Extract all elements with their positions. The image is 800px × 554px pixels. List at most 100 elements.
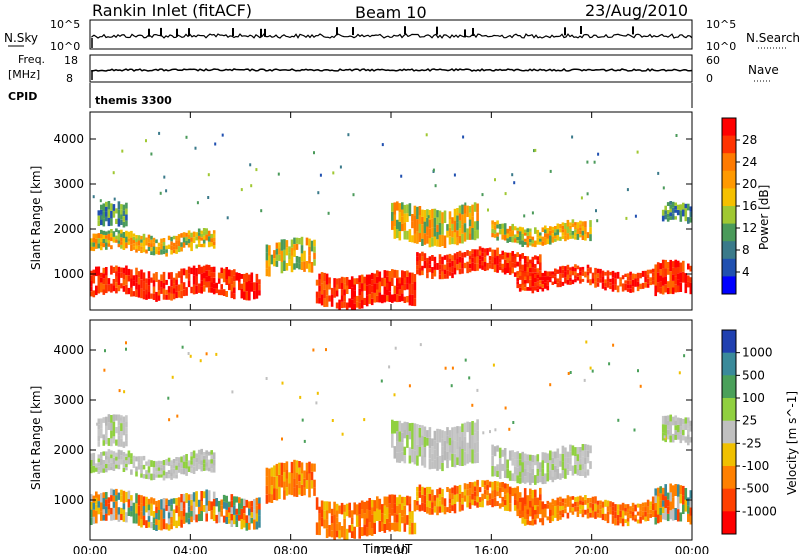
data-cell xyxy=(159,191,162,195)
data-cell xyxy=(518,287,522,292)
data-cell xyxy=(345,528,349,540)
data-cell xyxy=(513,487,517,494)
data-cell xyxy=(549,271,552,277)
data-cell xyxy=(355,295,359,302)
data-cell xyxy=(554,280,557,284)
data-cell xyxy=(157,500,161,510)
data-cell xyxy=(343,283,346,290)
data-cell xyxy=(534,264,537,269)
data-cell xyxy=(604,286,607,291)
data-cell xyxy=(335,302,339,309)
data-cell xyxy=(92,238,96,243)
data-cell xyxy=(165,504,168,511)
data-cell xyxy=(119,417,122,421)
data-cell xyxy=(137,505,141,516)
data-cell xyxy=(511,267,514,274)
data-cell xyxy=(626,284,630,289)
data-cell xyxy=(433,495,437,501)
data-cell xyxy=(581,266,585,270)
data-cell xyxy=(401,202,404,210)
data-cell xyxy=(393,494,397,504)
colorbar-swatch xyxy=(722,241,736,260)
data-cell xyxy=(636,150,639,154)
data-cell xyxy=(197,264,201,275)
data-cell xyxy=(120,214,123,220)
data-cell xyxy=(501,496,504,502)
data-cell xyxy=(170,498,173,505)
data-cell xyxy=(496,232,499,237)
data-cell xyxy=(554,506,557,512)
data-cell xyxy=(273,477,276,489)
data-cell xyxy=(581,469,585,476)
data-cell xyxy=(461,491,464,499)
data-cell xyxy=(110,237,113,242)
data-cell xyxy=(456,215,459,223)
freq-label-top: Freq. xyxy=(18,53,45,66)
data-cell xyxy=(187,500,191,507)
data-cell xyxy=(104,349,106,353)
data-cell xyxy=(551,236,555,240)
data-cell xyxy=(180,233,183,238)
data-cell xyxy=(370,507,374,515)
power-bands xyxy=(90,131,692,310)
data-cell xyxy=(330,300,334,307)
data-cell xyxy=(217,289,221,296)
colorbar-tick-label: 500 xyxy=(742,368,765,382)
data-cell xyxy=(115,507,118,514)
data-cell xyxy=(649,501,652,506)
data-cell xyxy=(393,214,397,227)
data-cell xyxy=(646,283,650,288)
data-cell xyxy=(473,481,477,487)
data-cell xyxy=(476,419,479,431)
data-cell xyxy=(503,499,507,506)
data-cell xyxy=(350,524,354,532)
data-cell xyxy=(182,282,186,290)
data-cell xyxy=(561,269,565,274)
data-cell xyxy=(147,242,151,247)
data-cell xyxy=(581,505,585,510)
data-cell xyxy=(574,271,577,276)
data-cell xyxy=(112,489,116,496)
data-cell xyxy=(393,226,397,239)
data-cell xyxy=(566,501,570,507)
data-cell xyxy=(172,235,176,240)
data-cell xyxy=(473,221,477,231)
data-cell xyxy=(396,497,399,506)
data-cell xyxy=(489,430,491,434)
data-cell xyxy=(513,263,517,268)
data-cell xyxy=(100,465,103,473)
data-cell xyxy=(646,269,650,275)
data-cell xyxy=(496,501,499,506)
data-cell xyxy=(523,232,527,236)
data-cell xyxy=(483,494,487,499)
data-cell xyxy=(120,507,123,514)
data-cell xyxy=(265,476,269,486)
data-cell xyxy=(190,456,193,461)
data-cell xyxy=(451,440,454,454)
data-cell xyxy=(316,391,319,395)
data-cell xyxy=(544,504,547,509)
velocity-bands xyxy=(90,340,692,540)
data-cell xyxy=(365,274,369,286)
data-cell xyxy=(586,268,590,272)
beam-title: Beam 10 xyxy=(355,3,427,22)
data-cell xyxy=(559,510,562,516)
data-cell xyxy=(373,511,376,523)
data-cell xyxy=(659,287,662,294)
data-cell xyxy=(626,508,630,513)
data-cell xyxy=(564,468,567,479)
data-cell xyxy=(343,277,346,284)
data-cell xyxy=(589,267,592,274)
data-cell xyxy=(559,266,562,274)
data-cell xyxy=(426,268,429,274)
data-cell xyxy=(656,514,660,524)
data-cell xyxy=(130,500,133,506)
data-cell xyxy=(147,504,151,511)
data-cell xyxy=(473,496,477,501)
data-cell xyxy=(270,485,274,495)
data-cell xyxy=(205,454,208,459)
data-cell xyxy=(265,485,269,495)
colorbar-swatch xyxy=(722,206,736,225)
data-cell xyxy=(192,237,196,243)
data-cell xyxy=(411,449,414,463)
